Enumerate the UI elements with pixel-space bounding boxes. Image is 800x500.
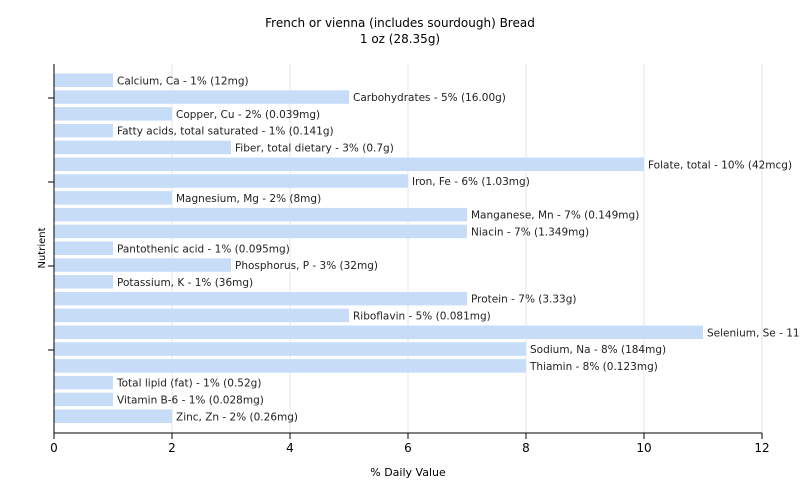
bar [54,90,349,104]
bar-label: Copper, Cu - 2% (0.039mg) [176,109,320,121]
bar-label: Manganese, Mn - 7% (0.149mg) [471,210,639,222]
x-tick-label: 12 [754,441,769,455]
bar-label: Riboflavin - 5% (0.081mg) [353,310,491,322]
bar-label: Iron, Fe - 6% (1.03mg) [412,176,530,188]
bar [54,73,113,87]
bar-label: Calcium, Ca - 1% (12mg) [117,75,249,87]
bar [54,224,467,239]
bar [54,375,113,390]
bar [54,392,113,407]
bar-label: Potassium, K - 1% (36mg) [117,277,253,289]
x-tick-label: 0 [50,441,58,455]
x-tick-label: 10 [636,441,651,455]
bar-label: Magnesium, Mg - 2% (8mg) [176,193,321,205]
bar [54,275,113,289]
bar-label: Carbohydrates - 5% (16.00g) [353,92,506,104]
chart-title: French or vienna (includes sourdough) Br… [265,16,535,30]
bar-label: Niacin - 7% (1.349mg) [471,226,589,238]
x-tick-label: 2 [168,441,176,455]
bar [54,107,172,121]
chart-title-block: French or vienna (includes sourdough) Br… [0,15,800,47]
bar-label: Vitamin B-6 - 1% (0.028mg) [117,394,264,406]
bar-label: Total lipid (fat) - 1% (0.52g) [116,378,261,390]
bar [54,174,408,188]
bar [54,409,172,423]
bar-label: Protein - 7% (3.33g) [471,294,577,306]
bar-label: Fiber, total dietary - 3% (0.7g) [235,142,394,154]
bar-label: Zinc, Zn - 2% (0.26mg) [176,411,298,423]
bar-label: Folate, total - 10% (42mcg) [648,159,792,171]
chart-subtitle: 1 oz (28.35g) [359,32,441,46]
bar-label: Phosphorus, P - 3% (32mg) [235,260,378,272]
bar-label: Pantothenic acid - 1% (0.095mg) [117,243,290,255]
bar [54,241,113,255]
bar [54,359,526,373]
bar-label: Thiamin - 8% (0.123mg) [529,361,658,373]
bar [54,325,703,339]
y-axis-label: Nutrient [37,227,48,268]
bar [54,207,467,222]
bar [54,291,467,306]
bar-label: Fatty acids, total saturated - 1% (0.141… [117,126,334,138]
x-tick-label: 8 [522,441,530,455]
bar [54,342,526,356]
bar [54,140,231,155]
x-tick-label: 6 [404,441,412,455]
x-axis-label: % Daily Value [370,466,446,479]
bar-label: Sodium, Na - 8% (184mg) [530,344,666,356]
x-tick-label: 4 [286,441,294,455]
bar [54,191,172,205]
bar [54,157,644,171]
bar [54,123,113,138]
bar [54,258,231,272]
bar-label: Selenium, Se - 11% (7.7mcg) [707,327,800,339]
bar [54,308,349,323]
